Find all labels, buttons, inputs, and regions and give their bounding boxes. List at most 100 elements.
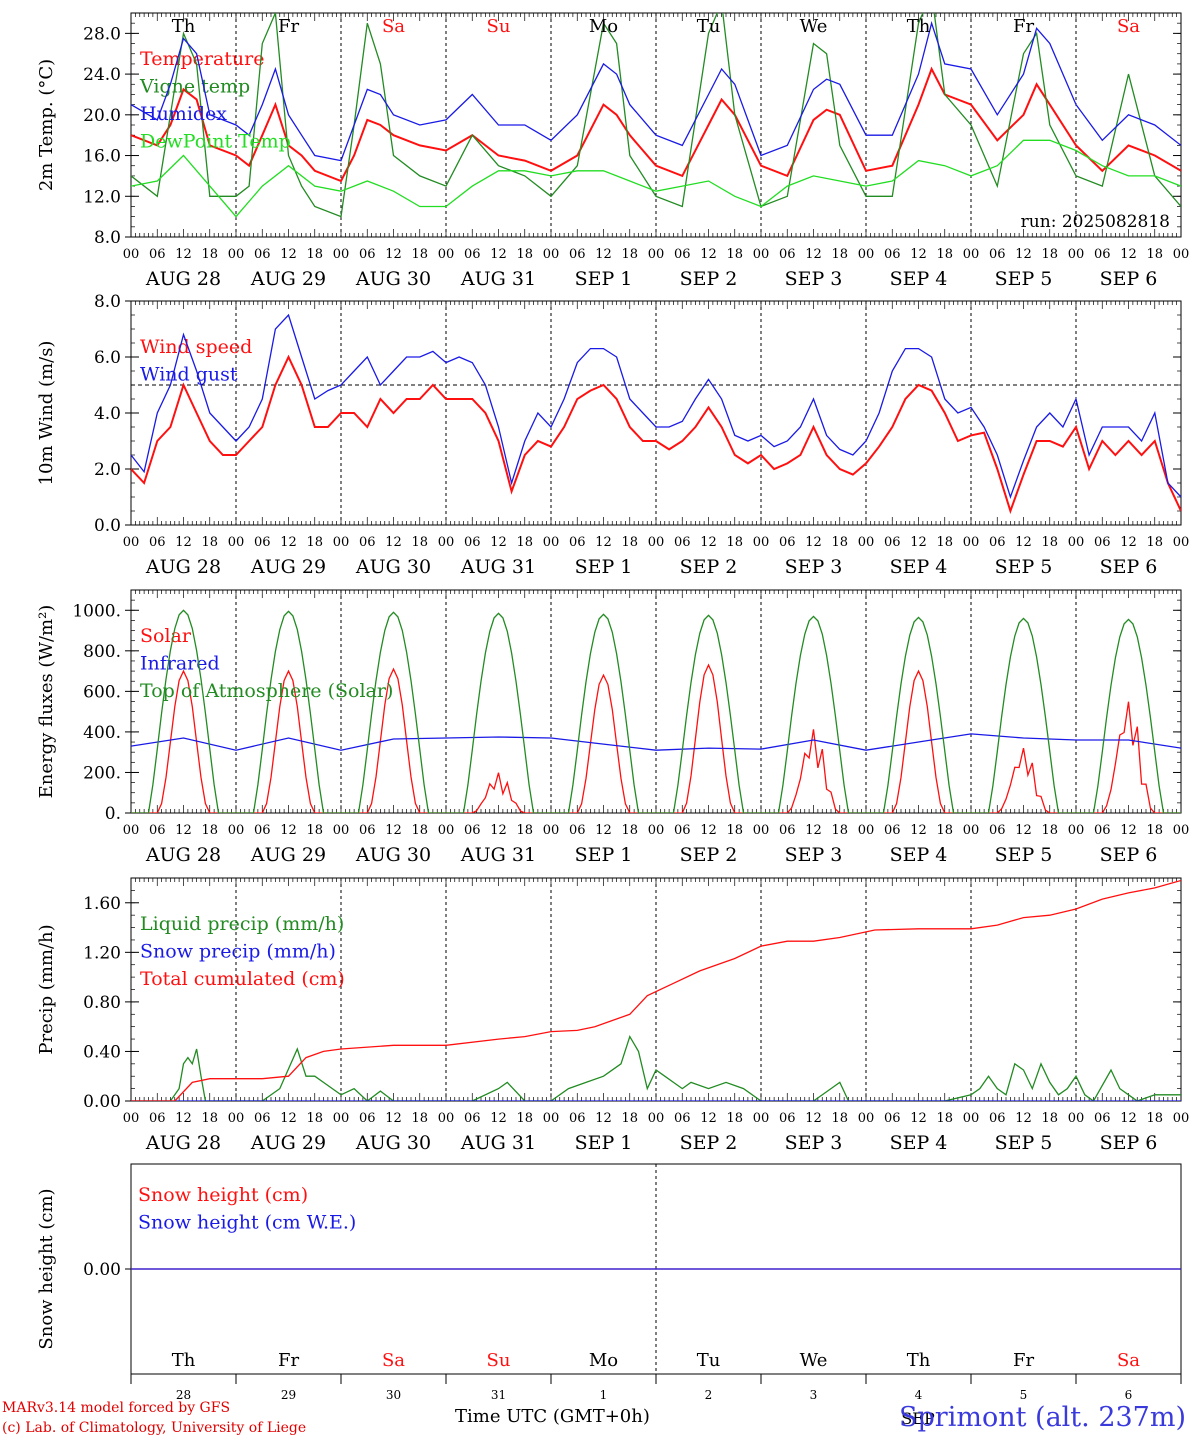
weekday-label: Fr [1013, 16, 1034, 37]
date-label: AUG 31 [460, 556, 536, 578]
weekday-label: Tu [697, 1350, 721, 1371]
weekday-label: Th [907, 1350, 931, 1371]
date-label: AUG 31 [460, 268, 536, 290]
date-label: SEP 6 [1100, 844, 1158, 866]
hour-label: 18 [621, 1111, 638, 1126]
hour-label: 12 [805, 823, 822, 838]
hour-label: 06 [674, 1111, 691, 1126]
hour-label: 12 [805, 1111, 822, 1126]
hour-label: 00 [963, 535, 980, 550]
date-label: SEP 6 [1100, 268, 1158, 290]
legend-entry: Liquid precip (mm/h) [140, 913, 344, 935]
hour-label: 12 [910, 535, 927, 550]
hour-label: 18 [306, 823, 323, 838]
hour-label: 06 [569, 247, 586, 262]
weekday-label: Fr [1013, 1350, 1034, 1371]
hour-label: 06 [989, 535, 1006, 550]
hour-label: 12 [175, 1111, 192, 1126]
day-number-label: 30 [386, 1388, 401, 1402]
hour-label: 00 [123, 1111, 140, 1126]
legend-entry: Temperature [140, 48, 264, 70]
legend-entry: Top of Atmosphere (Solar) [140, 680, 393, 702]
hour-label: 12 [595, 535, 612, 550]
y-axis-label: Energy fluxes (W/m²) [36, 605, 57, 799]
hour-label: 06 [464, 247, 481, 262]
hour-label: 06 [779, 247, 796, 262]
series-line-humidex [131, 20, 1181, 162]
weekday-label: Tu [697, 16, 721, 37]
hour-label: 00 [858, 1111, 875, 1126]
hour-label: 12 [595, 247, 612, 262]
run-label: run: 2025082818 [1021, 212, 1170, 232]
hour-label: 18 [1146, 823, 1163, 838]
hour-label: 06 [359, 1111, 376, 1126]
x-axis-title: Time UTC (GMT+0h) [455, 1406, 650, 1427]
day-number-label: 4 [915, 1388, 923, 1402]
date-label: SEP 3 [785, 556, 843, 578]
hour-label: 18 [726, 247, 743, 262]
hour-label: 12 [280, 1111, 297, 1126]
hour-label: 18 [516, 247, 533, 262]
hour-label: 18 [201, 1111, 218, 1126]
weekday-label: Fr [278, 1350, 299, 1371]
hour-label: 12 [1015, 247, 1032, 262]
day-number-label: 3 [810, 1388, 818, 1402]
date-label: AUG 30 [355, 268, 431, 290]
legend-entry: Snow height (cm) [138, 1184, 308, 1206]
hour-label: 00 [963, 247, 980, 262]
y-tick-label: 1.20 [83, 943, 121, 963]
date-label: SEP 2 [680, 556, 738, 578]
hour-label: 06 [1094, 823, 1111, 838]
hour-label: 12 [385, 1111, 402, 1126]
y-tick-label: 0. [105, 804, 121, 824]
panel-1: 8.0 12.0 16.0 20.0 24.0 28.0 2m Temp. (°C) Temp… [36, 12, 1189, 290]
date-label: SEP 3 [785, 268, 843, 290]
y-tick-label: 6.0 [94, 348, 121, 368]
hour-label: 18 [1146, 1111, 1163, 1126]
date-label: AUG 29 [250, 1132, 326, 1154]
hour-label: 00 [1068, 823, 1085, 838]
date-label: AUG 29 [250, 844, 326, 866]
date-label: SEP 4 [890, 844, 948, 866]
series-line-dewpoint-temp [131, 139, 1181, 218]
weekday-label: Su [487, 1350, 511, 1371]
hour-label: 18 [411, 823, 428, 838]
hour-label: 06 [359, 247, 376, 262]
hour-label: 00 [123, 823, 140, 838]
hour-label: 00 [1173, 823, 1190, 838]
hour-label: 12 [805, 535, 822, 550]
hour-label: 12 [910, 247, 927, 262]
hour-label: 00 [1068, 535, 1085, 550]
hour-label: 00 [228, 1111, 245, 1126]
hour-label: 18 [1041, 1111, 1058, 1126]
hour-label: 00 [648, 823, 665, 838]
hour-label: 18 [201, 823, 218, 838]
hour-label: 06 [674, 247, 691, 262]
series-line-wind-gust [131, 313, 1181, 500]
hour-label: 00 [123, 247, 140, 262]
y-tick-label: 24.0 [83, 65, 121, 85]
hour-label: 18 [411, 535, 428, 550]
hour-label: 18 [831, 1111, 848, 1126]
hour-label: 18 [306, 247, 323, 262]
hour-label: 18 [516, 823, 533, 838]
legend-entry: Infrared [140, 653, 220, 675]
date-label: SEP 5 [995, 1132, 1053, 1154]
weekday-label: Mo [589, 16, 618, 37]
legend-entry: Solar [140, 625, 192, 647]
hour-label: 00 [543, 535, 560, 550]
month-label: SEP [901, 1409, 935, 1428]
series-line-total-cumulated-cm- [131, 879, 1181, 1101]
hour-label: 18 [621, 247, 638, 262]
date-label: AUG 31 [460, 844, 536, 866]
day-number-label: 6 [1125, 1388, 1133, 1402]
weekday-label: Th [172, 16, 196, 37]
legend-entry: Snow height (cm W.E.) [138, 1212, 356, 1234]
series-line-infrared [131, 733, 1181, 751]
series-line-wind-speed [131, 354, 1181, 515]
date-label: AUG 31 [460, 1132, 536, 1154]
hour-label: 06 [674, 535, 691, 550]
series-line-solar [131, 663, 1181, 813]
panel-4: 0.00 0.40 0.80 1.20 1.60 Precip (mm/h) Liquid … [36, 877, 1189, 1154]
